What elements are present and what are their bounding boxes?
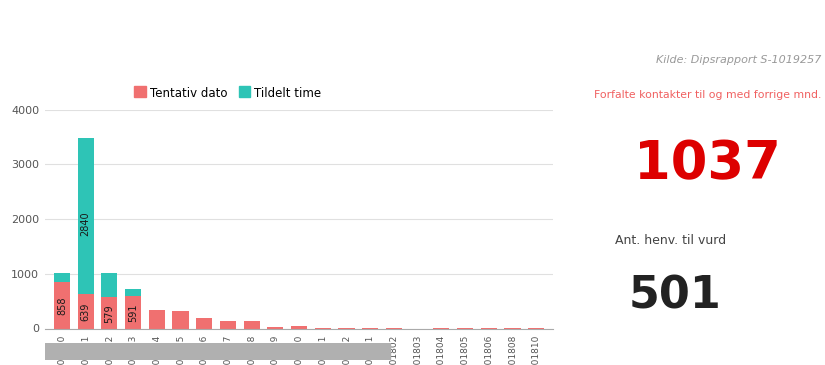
Text: 639: 639 <box>81 303 91 321</box>
Text: 591: 591 <box>128 304 138 322</box>
Legend: Tentativ dato, Tildelt time: Tentativ dato, Tildelt time <box>134 87 322 100</box>
Text: 2840: 2840 <box>81 211 91 236</box>
Text: 1037: 1037 <box>634 138 781 190</box>
Text: 501: 501 <box>629 274 721 317</box>
Bar <box>101 273 117 297</box>
Text: Planlagte kontakter (tildelt/tentativ time): Planlagte kontakter (tildelt/tentativ ti… <box>10 17 470 36</box>
Bar <box>45 343 390 360</box>
Bar <box>54 281 70 328</box>
Bar <box>220 322 236 328</box>
Bar <box>243 322 260 328</box>
Text: Kilde: Dipsrapport S-1019257: Kilde: Dipsrapport S-1019257 <box>656 55 821 65</box>
Text: Forfalte kontakter til og med forrige mnd.: Forfalte kontakter til og med forrige mn… <box>593 90 821 100</box>
Bar <box>267 327 284 328</box>
Text: Ant. henv. til vurd: Ant. henv. til vurd <box>615 234 726 247</box>
Bar <box>78 138 94 293</box>
Bar <box>101 297 117 329</box>
Bar <box>148 310 165 328</box>
Bar <box>78 293 94 328</box>
Bar <box>291 326 307 328</box>
Bar <box>125 289 141 296</box>
Text: 579: 579 <box>105 304 115 323</box>
Bar <box>54 273 70 281</box>
Bar <box>196 318 212 328</box>
Text: 858: 858 <box>57 297 67 315</box>
Bar <box>125 296 141 328</box>
Bar <box>172 311 189 329</box>
